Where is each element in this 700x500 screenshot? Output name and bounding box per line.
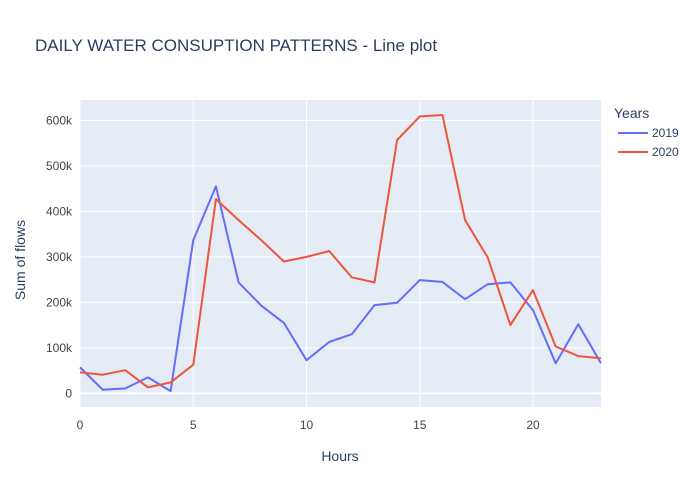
x-tick-label: 5	[190, 418, 197, 432]
y-tick-label: 300k	[46, 250, 73, 264]
y-tick-label: 200k	[46, 295, 73, 309]
x-tick-label: 20	[526, 418, 540, 432]
y-tick-label: 100k	[46, 341, 73, 355]
x-tick-label: 15	[413, 418, 427, 432]
legend-title: Years	[614, 105, 649, 121]
plot-area	[80, 100, 601, 407]
y-tick-label: 600k	[46, 113, 73, 127]
x-axis-tick-labels: 0 5 10 15 20	[77, 418, 540, 432]
y-tick-label: 0	[65, 386, 72, 400]
x-tick-label: 10	[300, 418, 314, 432]
legend-items: 2019 2020	[618, 126, 679, 159]
chart-title: DAILY WATER CONSUPTION PATTERNS - Line p…	[35, 36, 437, 55]
legend: Years 2019 2020	[614, 105, 679, 159]
series-line-2020	[79, 114, 602, 389]
y-tick-label: 500k	[46, 159, 73, 173]
legend-item-2020[interactable]: 2020	[618, 145, 679, 159]
x-tick-label: 0	[77, 418, 84, 432]
series-lines	[79, 114, 602, 393]
legend-label: 2020	[652, 145, 679, 159]
y-axis-tick-labels: 0 100k 200k 300k 400k 500k 600k	[46, 113, 73, 400]
y-axis-label: Sum of flows	[12, 220, 28, 300]
legend-item-2019[interactable]: 2019	[618, 126, 679, 140]
gridlines	[79, 100, 601, 407]
y-tick-label: 400k	[46, 204, 73, 218]
series-line-2019	[79, 185, 602, 393]
legend-label: 2019	[652, 126, 679, 140]
x-axis-label: Hours	[321, 448, 358, 464]
